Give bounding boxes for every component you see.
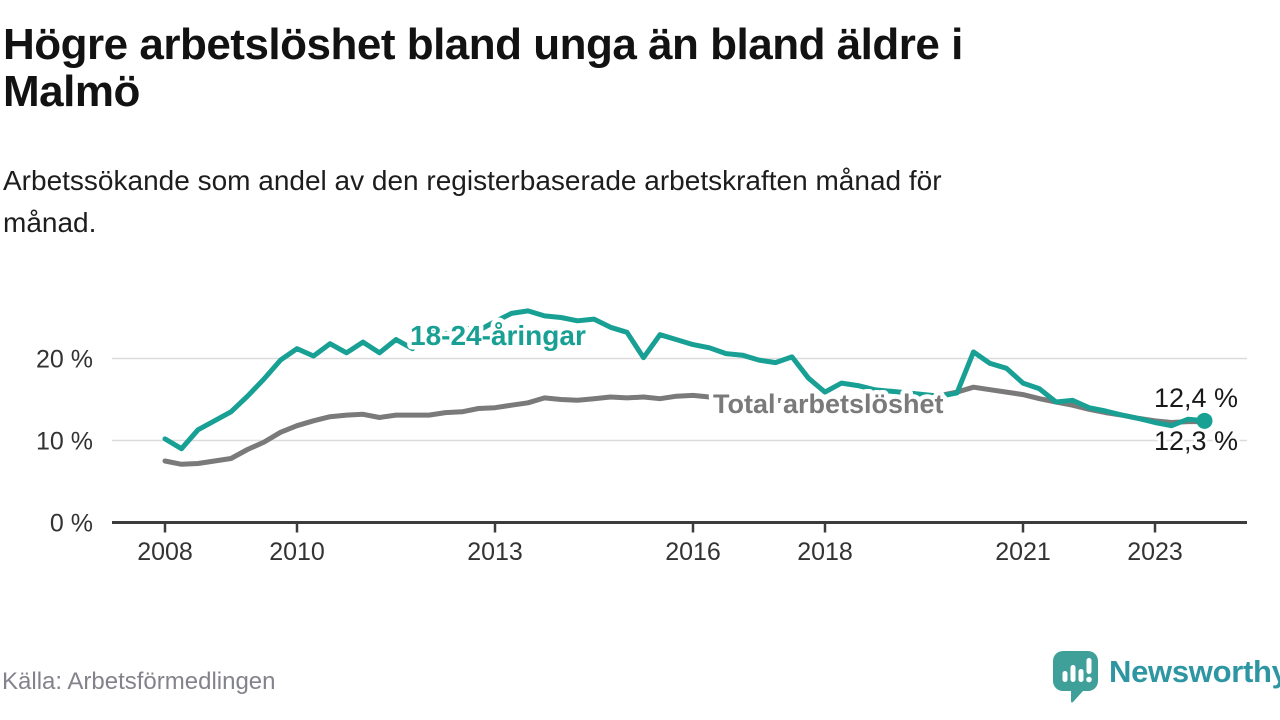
x-tick-label-2013: 2013 [467,538,523,566]
series-end-dot [1196,412,1213,429]
y-tick-label-10: 10 % [36,428,93,456]
x-tick-label-2016: 2016 [665,538,721,566]
x-tick-label-2023: 2023 [1127,538,1183,566]
title-line-1: Högre arbetslöshet bland unga än bland ä… [3,20,963,69]
series-line-young [162,308,1207,452]
bar-3 [1078,669,1084,682]
subtitle-line-2: månad. [3,207,97,238]
end-value-young: 12,4 % [1154,383,1238,413]
x-tick-label-2018: 2018 [797,538,853,566]
title-line-2: Malmö [3,66,140,116]
brand-name: Newsworthy [1109,653,1280,689]
x-tick-label-2008: 2008 [137,538,193,566]
subtitle-line-1: Arbetssökande som andel av den registerb… [3,165,942,196]
newsworthy-bubble-chart-icon [1053,651,1098,703]
bar-1 [1062,671,1068,682]
chart-subtitle: Arbetssökande som andel av den registerb… [3,160,1203,244]
exclamation-bar [1086,658,1092,674]
gridlines [112,357,1247,442]
page-title: Högre arbetslöshet bland unga än bland ä… [3,20,1183,116]
axis-labels: 2008 2010 2013 2016 2018 2021 2023 0 % 10 % 20 % [36,346,1183,567]
x-tick-label-2021: 2021 [995,538,1051,566]
x-axis [112,521,1247,533]
source-text: Källa: Arbetsförmedlingen [2,668,276,695]
end-value-total: 12,3 % [1154,426,1238,456]
series-line-total [162,384,1207,467]
brand-logo: Newsworthy [1052,650,1280,703]
y-tick-label-0: 0 % [50,510,93,538]
exclamation-dot [1086,676,1092,683]
bar-2 [1070,665,1076,682]
x-tick-label-2010: 2010 [269,538,325,566]
series-label-young: 18-24-åringar [410,320,586,351]
y-tick-label-20: 20 % [36,346,93,374]
series-label-total: Total arbetslöshet [713,389,944,419]
